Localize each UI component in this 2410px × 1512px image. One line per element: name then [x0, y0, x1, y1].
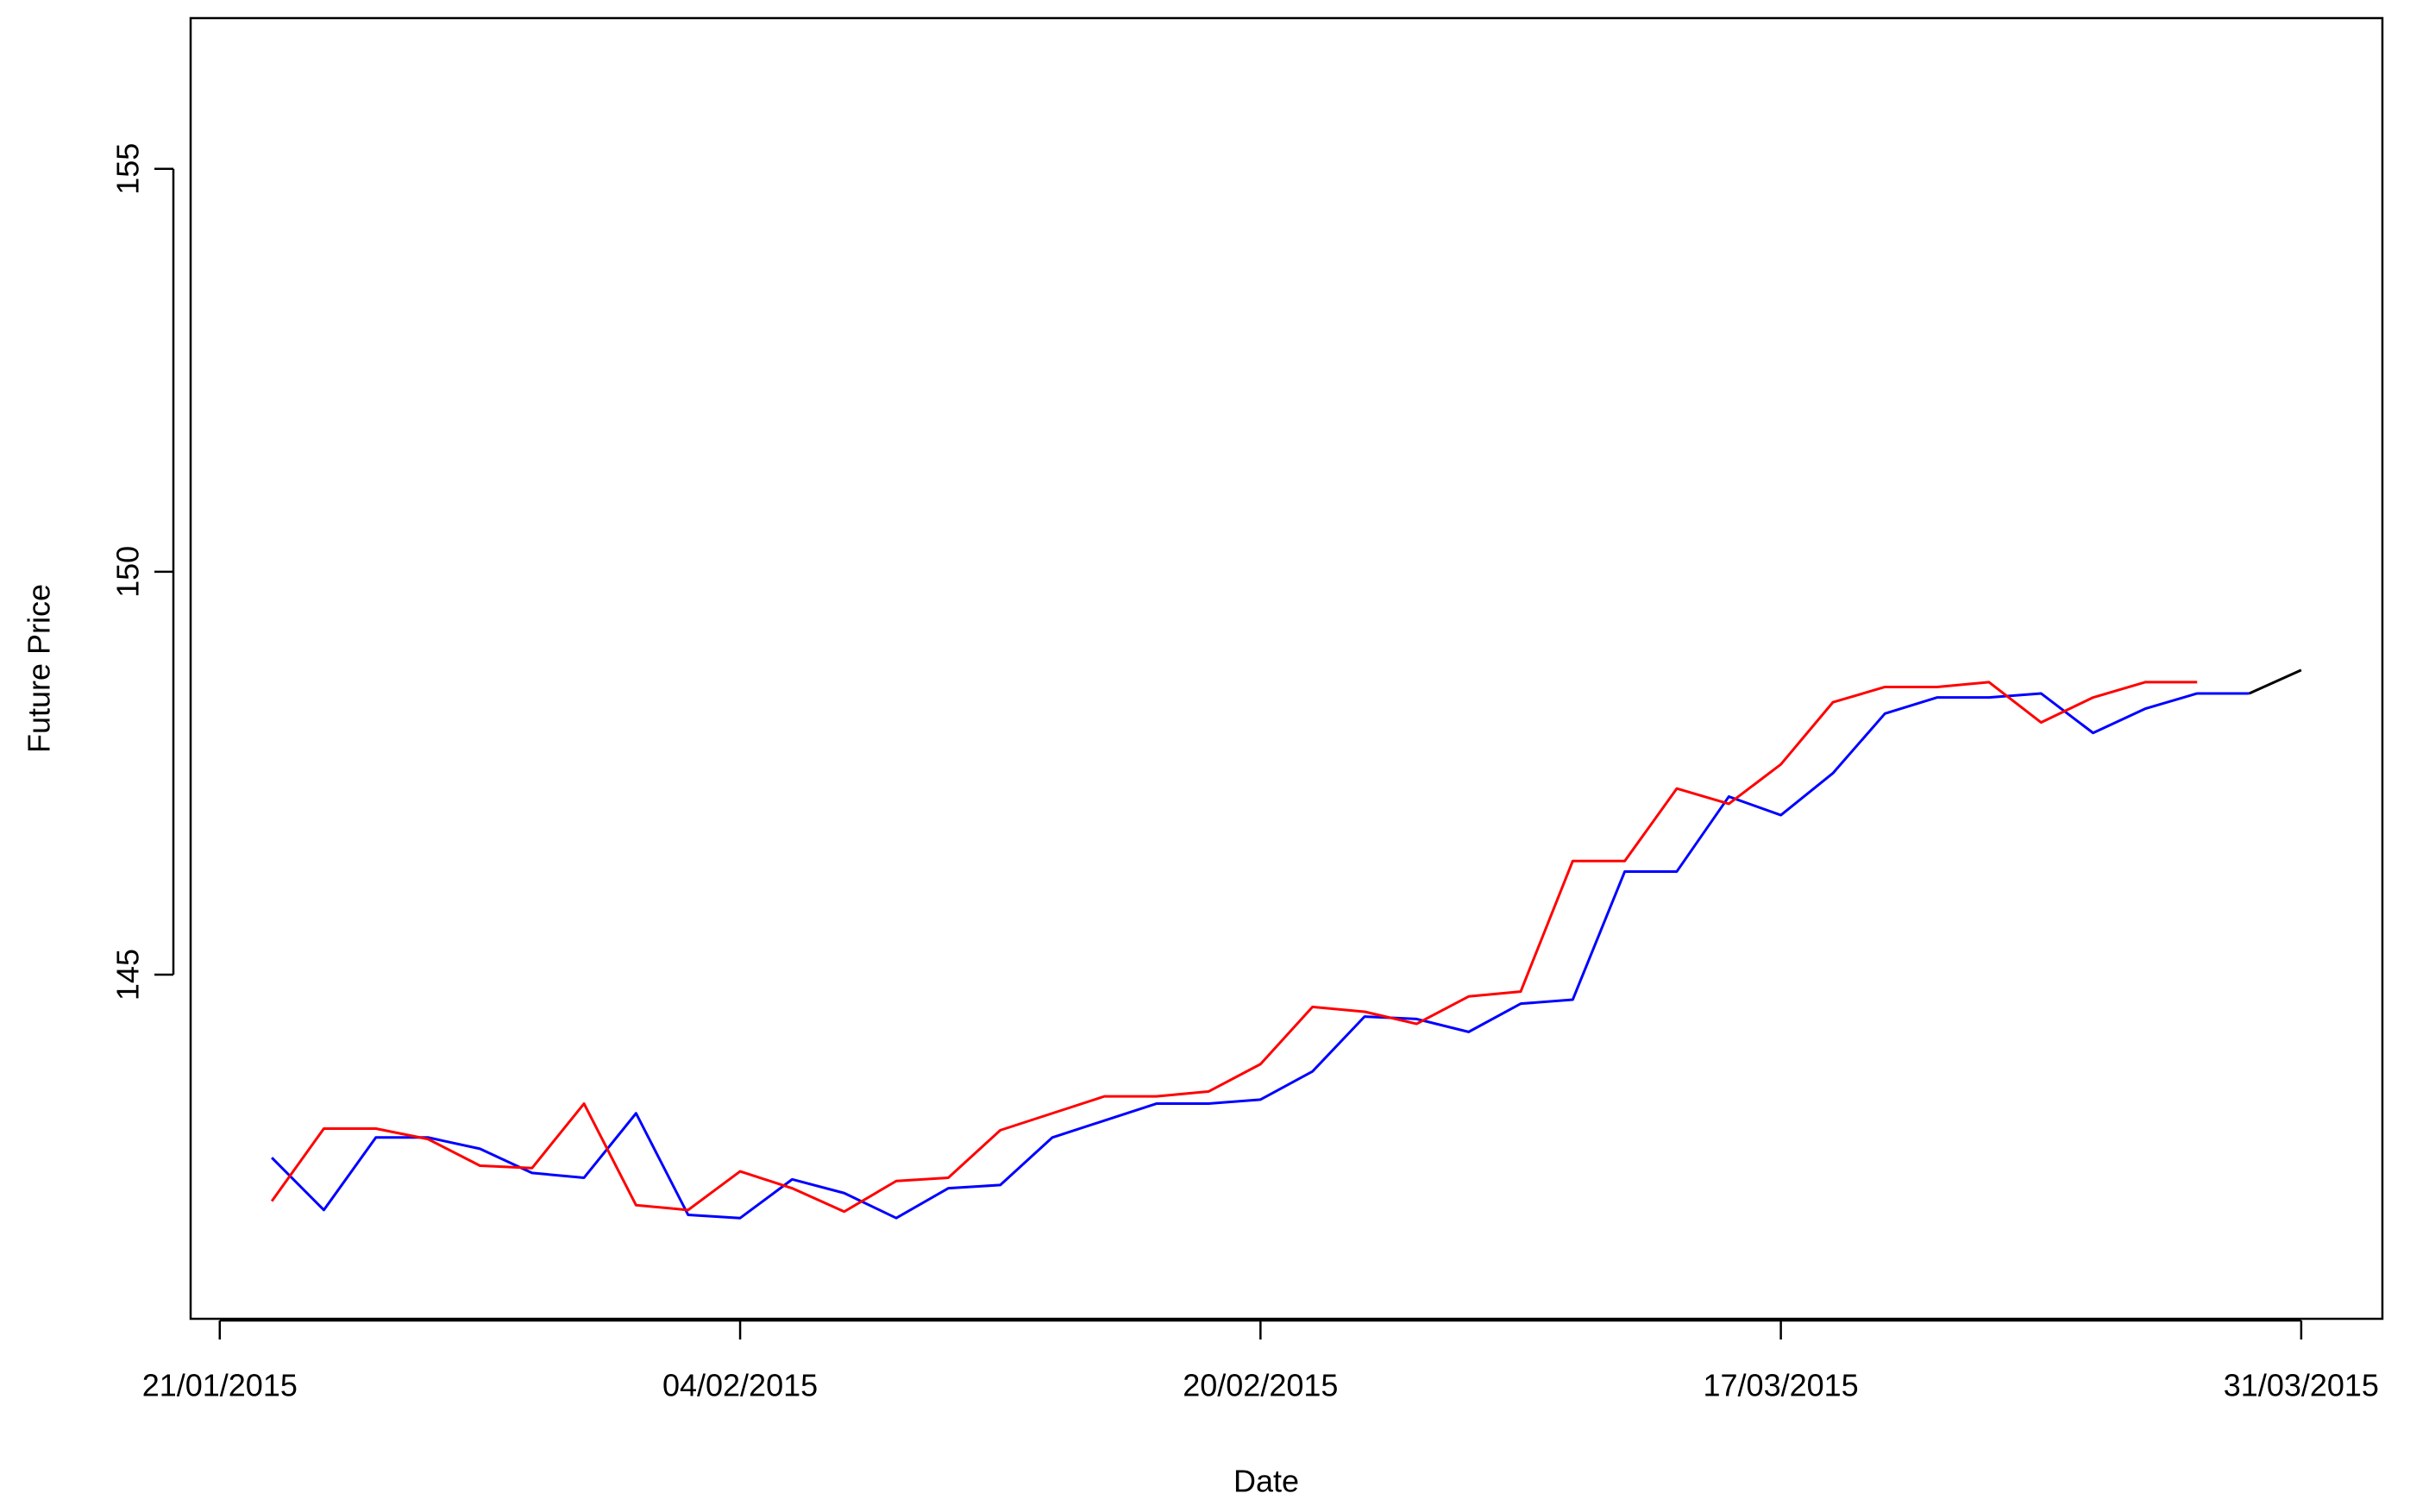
plot-frame — [189, 16, 2384, 1321]
x-tick-label: 21/01/2015 — [142, 1368, 298, 1403]
x-tick-label: 20/02/2015 — [1183, 1368, 1338, 1403]
y-tick-label: 150 — [110, 546, 146, 598]
series-line — [270, 681, 2198, 1214]
x-tick-label: 31/03/2015 — [2224, 1368, 2379, 1403]
x-tick-label: 04/02/2015 — [662, 1368, 818, 1403]
y-axis-label: Future Price — [22, 584, 57, 753]
series-line — [271, 692, 2250, 1220]
y-tick-label: 155 — [110, 143, 146, 195]
x-axis-label: Date — [1233, 1464, 1299, 1499]
series-line — [2248, 668, 2302, 695]
x-tick-label: 17/03/2015 — [1704, 1368, 1859, 1403]
y-tick-label: 145 — [110, 949, 146, 1001]
